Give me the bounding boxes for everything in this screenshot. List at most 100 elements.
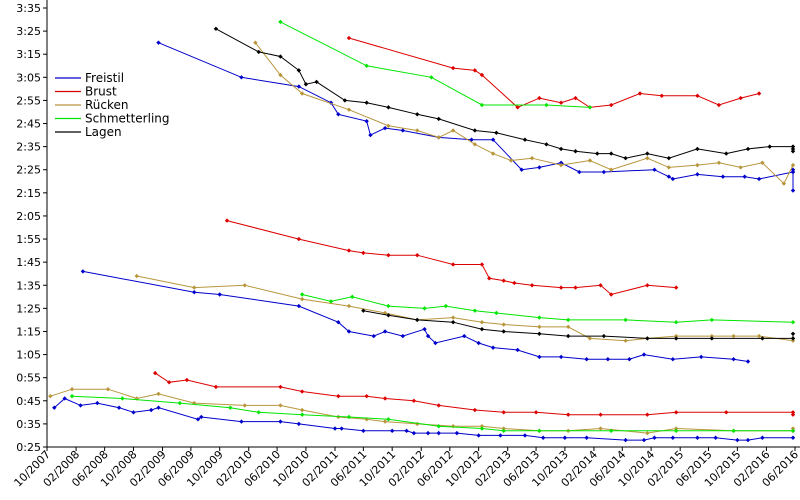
data-point-freistil	[537, 165, 542, 170]
data-point-rücken	[299, 407, 305, 413]
data-point-lagen	[436, 116, 441, 122]
series-line-brust	[348, 37, 760, 108]
y-axis-ticks: 0:25 0:35 0:45 0:55 1:05 1:15 1:25 1:35 1:45 1:55…	[16, 2, 47, 454]
data-point-brust	[537, 95, 542, 101]
data-point-freistil	[476, 433, 481, 438]
data-point-freistil	[296, 303, 302, 309]
data-point-freistil	[498, 433, 503, 438]
data-point-lagen	[537, 331, 542, 336]
data-point-rücken	[716, 160, 722, 166]
data-point-freistil	[131, 410, 136, 415]
data-point-freistil	[199, 414, 204, 420]
data-point-brust	[501, 278, 506, 283]
data-point-schmetterling	[731, 428, 736, 434]
data-point-schmetterling	[565, 317, 571, 323]
data-point-freistil	[490, 345, 496, 350]
y-tick-label: 1:35	[16, 279, 41, 292]
data-point-lagen	[472, 128, 478, 133]
data-point-rücken	[415, 128, 420, 133]
data-point-freistil	[217, 292, 222, 297]
data-point-lagen	[601, 333, 607, 339]
data-point-freistil	[699, 354, 704, 360]
data-point-rücken	[709, 333, 715, 339]
data-point-lagen	[760, 336, 765, 341]
data-point-freistil	[623, 437, 628, 443]
data-point-freistil	[52, 405, 57, 410]
data-point-lagen	[790, 336, 796, 341]
data-point-freistil	[652, 435, 657, 440]
data-point-brust	[608, 292, 614, 297]
series-line-freistil	[158, 42, 794, 191]
data-point-freistil	[425, 430, 431, 436]
data-point-rücken	[299, 296, 305, 302]
data-point-freistil	[382, 329, 388, 334]
data-point-brust	[558, 100, 564, 105]
data-point-rücken	[760, 160, 765, 166]
data-point-schmetterling	[587, 105, 593, 110]
data-point-freistil	[346, 329, 352, 334]
data-point-freistil	[462, 333, 467, 339]
data-point-rücken	[537, 324, 542, 330]
data-point-schmetterling	[364, 63, 369, 68]
data-point-freistil	[790, 435, 796, 440]
data-point-lagen	[745, 146, 751, 152]
data-point-freistil	[425, 333, 431, 339]
data-point-lagen	[450, 320, 456, 325]
data-point-freistil	[469, 137, 474, 142]
data-point-freistil	[584, 357, 589, 362]
plot-lines	[48, 19, 796, 443]
data-point-brust	[565, 412, 571, 417]
data-point-rücken	[781, 181, 787, 186]
data-point-lagen	[565, 333, 571, 339]
data-point-lagen	[386, 105, 391, 110]
data-point-freistil	[540, 435, 546, 440]
data-point-brust	[436, 403, 441, 408]
data-point-schmetterling	[278, 19, 283, 25]
data-point-lagen	[695, 146, 700, 152]
data-point-brust	[472, 407, 478, 413]
data-point-schmetterling	[228, 405, 233, 410]
data-point-brust	[296, 236, 302, 242]
series-line-rücken	[136, 275, 794, 342]
data-point-freistil	[790, 169, 796, 175]
data-point-freistil	[695, 435, 700, 440]
data-point-freistil	[296, 84, 302, 89]
data-point-freistil	[641, 352, 647, 357]
data-point-schmetterling	[623, 317, 628, 323]
data-point-lagen	[790, 144, 796, 149]
y-tick-label: 3:35	[16, 2, 41, 15]
data-point-schmetterling	[537, 315, 542, 320]
data-point-rücken	[134, 396, 139, 401]
data-point-rücken	[529, 155, 535, 161]
data-point-lagen	[645, 336, 650, 341]
data-point-freistil	[666, 174, 672, 179]
series-line-schmetterling	[280, 21, 590, 108]
data-point-rücken	[386, 123, 391, 129]
y-tick-label: 1:05	[16, 349, 41, 362]
data-point-lagen	[544, 142, 549, 147]
data-point-lagen	[767, 144, 772, 149]
data-point-rücken	[645, 430, 650, 436]
data-point-freistil	[364, 119, 369, 124]
data-point-freistil	[368, 132, 373, 138]
data-point-rücken	[790, 426, 796, 431]
data-point-freistil	[577, 169, 582, 175]
data-point-rücken	[472, 142, 478, 147]
legend-label-lagen: Lagen	[85, 125, 122, 139]
data-point-freistil	[454, 430, 460, 436]
data-point-brust	[529, 283, 535, 288]
data-point-schmetterling	[69, 393, 75, 399]
data-point-lagen	[522, 137, 528, 142]
series-line-freistil	[82, 270, 749, 362]
data-point-brust	[346, 35, 352, 41]
data-point-rücken	[695, 162, 700, 168]
data-point-freistil	[742, 174, 747, 179]
data-point-schmetterling	[673, 428, 679, 434]
data-point-rücken	[346, 107, 352, 112]
data-point-freistil	[389, 428, 395, 434]
data-point-rücken	[587, 158, 593, 163]
data-point-freistil	[558, 354, 564, 360]
data-point-brust	[790, 412, 796, 417]
data-point-freistil	[436, 430, 441, 436]
